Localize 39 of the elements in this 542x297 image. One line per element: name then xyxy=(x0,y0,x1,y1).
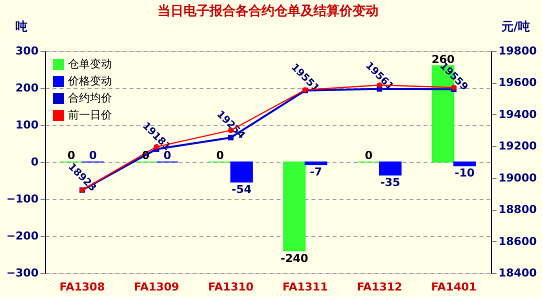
y2-tick-label: 19600 xyxy=(498,76,538,90)
data-label: 0 xyxy=(142,149,150,162)
data-label: -10 xyxy=(454,166,475,180)
x-tick-label: FA1312 xyxy=(356,280,402,294)
y-tick-label: 100 xyxy=(16,118,39,132)
legend-label: 合约均价 xyxy=(68,92,112,104)
y2-tick-label: 18600 xyxy=(498,234,538,248)
data-label: -240 xyxy=(280,252,308,265)
y-tick-label: −200 xyxy=(6,230,39,242)
x-tick-label: FA1311 xyxy=(282,280,328,294)
legend-label: 前一日价 xyxy=(68,108,112,122)
y-tick-label: 0 xyxy=(30,156,39,168)
x-tick-label: FA1401 xyxy=(431,280,477,294)
y2-tick-label: 19200 xyxy=(498,140,538,153)
y-tick-label: 300 xyxy=(16,44,39,58)
y2-tick-label: 19400 xyxy=(498,108,538,121)
data-label: -54 xyxy=(232,182,252,196)
data-label: 0 xyxy=(68,149,76,162)
y-tick-label: 200 xyxy=(16,82,39,94)
x-tick-label: FA1308 xyxy=(59,280,105,294)
x-tick-label: FA1309 xyxy=(134,280,180,294)
data-label: -35 xyxy=(380,176,400,189)
y-tick-label: −300 xyxy=(6,266,39,280)
y-axis-title: 吨 xyxy=(16,20,28,34)
data-label: 0 xyxy=(364,149,373,162)
chart-title: 当日电子报合各合约仓单及结算价变动 xyxy=(158,3,378,19)
data-label: -7 xyxy=(310,166,322,179)
data-label: 0 xyxy=(89,149,98,162)
data-label: 0 xyxy=(163,149,172,162)
legend-label: 价格变动 xyxy=(67,74,112,88)
y-tick-label: −100 xyxy=(6,192,39,206)
legend-label: 仓单变动 xyxy=(68,58,112,70)
y2-tick-label: 18400 xyxy=(498,266,538,280)
x-tick-label: FA1310 xyxy=(208,280,254,294)
y2-axis-title: 元/吨 xyxy=(500,20,530,34)
y2-tick-label: 18800 xyxy=(498,203,538,216)
y2-tick-label: 19000 xyxy=(498,171,538,184)
y2-tick-label: 19800 xyxy=(498,44,538,58)
data-label: 0 xyxy=(216,149,224,162)
